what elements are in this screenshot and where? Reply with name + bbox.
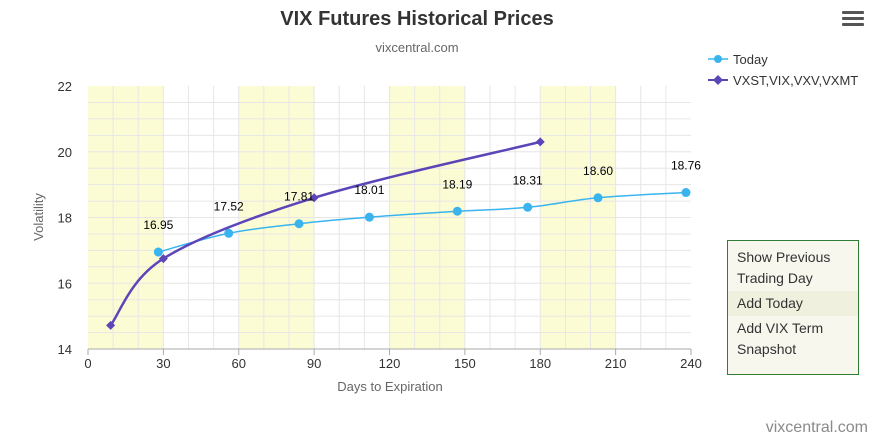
legend-label-term: VXST,VIX,VXV,VXMT: [733, 73, 858, 88]
axes: 0 30 60 90 120 150 180 210 240 14 16 18 20 22: [58, 79, 702, 371]
legend-item-term[interactable]: VXST,VIX,VXV,VXMT: [708, 73, 858, 88]
x-tick-label: 60: [232, 356, 246, 371]
data-point: [364, 212, 374, 222]
y-axis-title: Volatility: [31, 193, 46, 241]
legend-marker-term: [713, 75, 723, 85]
menu-bar: [842, 17, 864, 20]
data-point: [681, 188, 691, 198]
series-today: [153, 188, 691, 257]
menu-item-add-vix-term-snapshot[interactable]: Add VIX Term Snapshot: [737, 320, 824, 357]
menu-bar: [842, 23, 864, 26]
series-layer: [106, 137, 691, 330]
legend-label-today: Today: [733, 52, 768, 67]
data-labels: 16.95 17.52 17.81 18.01 18.19 18.31 18.60 18.76: [143, 159, 701, 233]
data-label: 18.76: [671, 159, 701, 173]
menu-icon[interactable]: [840, 8, 866, 30]
chart-subtitle: vixcentral.com: [375, 40, 458, 55]
data-label: 17.81: [284, 190, 314, 204]
data-point: [294, 219, 304, 229]
x-tick-label: 30: [156, 356, 170, 371]
x-tick-label: 150: [454, 356, 476, 371]
y-tick-label: 20: [58, 145, 72, 160]
data-label: 18.01: [354, 183, 384, 197]
legend-marker-today: [714, 55, 722, 63]
x-tick-label: 240: [680, 356, 702, 371]
legend-item-today[interactable]: Today: [708, 52, 768, 67]
data-point: [309, 193, 319, 203]
chart-title: VIX Futures Historical Prices: [280, 8, 553, 30]
data-point: [593, 193, 603, 203]
menu-item-show-previous-trading-day[interactable]: Show Previous Trading Day: [737, 249, 831, 286]
x-tick-label: 180: [529, 356, 551, 371]
data-point: [158, 254, 168, 264]
data-point: [535, 137, 545, 147]
series-term-structure: [106, 137, 545, 330]
series-line: [109, 140, 541, 327]
x-tick-label: 210: [605, 356, 627, 371]
context-menu: Show Previous Trading Day Add Today Add …: [727, 240, 859, 375]
y-tick-label: 16: [58, 276, 72, 291]
data-label: 18.19: [442, 177, 472, 191]
x-axis-title: Days to Expiration: [337, 379, 443, 394]
data-point: [106, 320, 116, 330]
credit-text[interactable]: vixcentral.com: [766, 419, 868, 436]
data-label: 18.60: [583, 164, 613, 178]
data-label: 17.52: [214, 199, 244, 213]
menu-bar: [842, 11, 864, 14]
y-tick-label: 22: [58, 79, 72, 94]
legend: Today VXST,VIX,VXV,VXMT: [708, 52, 858, 88]
data-point: [452, 206, 462, 216]
y-tick-label: 14: [58, 342, 72, 357]
x-tick-label: 120: [379, 356, 401, 371]
grid-lines: [88, 86, 691, 349]
data-label: 18.31: [513, 173, 543, 187]
menu-item-add-today[interactable]: Add Today: [728, 291, 858, 316]
x-tick-label: 90: [307, 356, 321, 371]
data-label: 16.95: [143, 218, 173, 232]
data-point: [224, 228, 234, 238]
x-tick-label: 0: [84, 356, 91, 371]
data-point: [153, 247, 163, 257]
y-tick-label: 18: [58, 211, 72, 226]
data-point: [523, 202, 533, 212]
